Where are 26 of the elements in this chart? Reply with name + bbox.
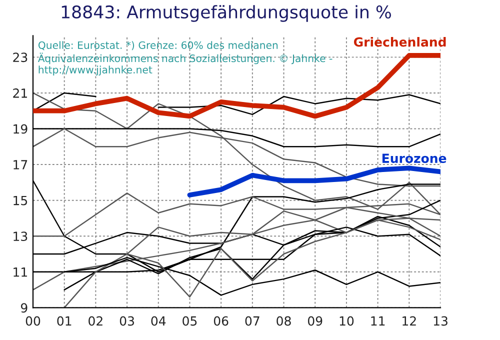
y-tick-label: 17 [14, 160, 28, 170]
y-tick-label: 13 [14, 232, 28, 242]
x-tick-label: 11 [371, 316, 385, 326]
x-tick-label: 05 [182, 316, 197, 326]
chart-title: 18843: Armutsgefährdungsquote in % [62, 5, 391, 22]
y-tick-label: 9 [20, 303, 28, 313]
series-label: Griechenland [354, 37, 446, 47]
x-tick-label: 07 [245, 316, 260, 326]
annotation: Quelle: Eurostat. *) Grenze: 60% des medianen Äquivalenzeinkommens nach Sozialleistungen. © Jahnke - http://www.jjahnke.net [38, 41, 332, 76]
x-tick-label: 00 [26, 316, 40, 326]
x-tick-label: 04 [151, 316, 166, 326]
y-tick-label: 23 [13, 52, 28, 62]
x-tick-label: 09 [308, 316, 322, 326]
x-tick-label: 06 [214, 316, 228, 326]
y-tick-label: 11 [14, 268, 27, 277]
x-tick-label: 10 [340, 316, 354, 326]
x-tick-label: 02 [88, 316, 102, 326]
x-tick-label: 08 [276, 316, 291, 326]
y-tick-label: 21 [13, 88, 27, 98]
y-tick-label: 15 [14, 196, 28, 206]
x-tick-label: 01 [57, 316, 72, 326]
x-tick-label: 12 [402, 316, 416, 326]
x-tick-label: 03 [120, 316, 134, 326]
series-label: Eurozone [382, 154, 446, 164]
y-tick-label: 19 [14, 124, 28, 134]
x-tick-label: 13 [434, 316, 448, 326]
